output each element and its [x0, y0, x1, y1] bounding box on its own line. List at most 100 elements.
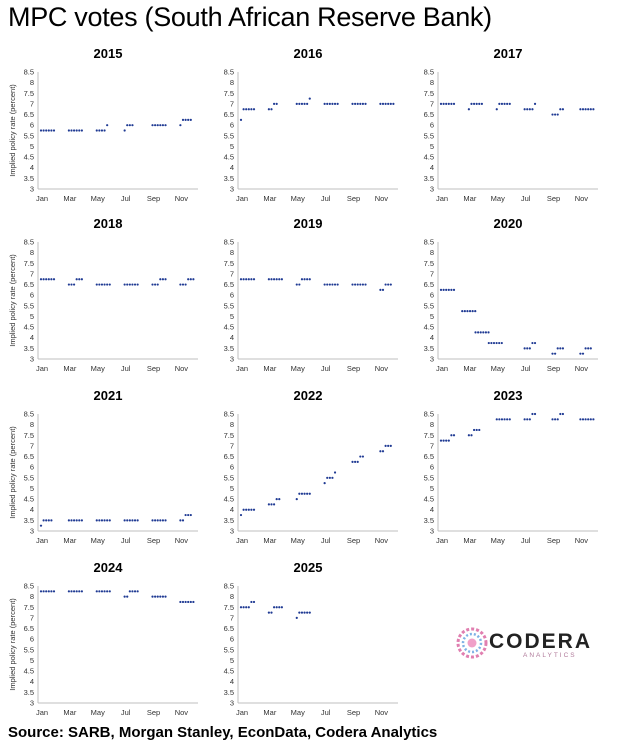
vote-dot [108, 590, 111, 593]
vote-dot [247, 108, 250, 111]
vote-dot [278, 278, 281, 281]
vote-dot [531, 412, 534, 416]
vote-dot [589, 347, 592, 350]
vote-dot [474, 310, 477, 313]
vote-dot [126, 283, 129, 286]
x-tick-label: Nov [575, 194, 589, 203]
vote-dot [187, 118, 190, 121]
vote-dot [39, 524, 43, 527]
vote-dot [252, 508, 256, 511]
x-tick-label: Nov [175, 364, 189, 373]
vote-dot [179, 519, 182, 522]
vote-dot [589, 108, 592, 111]
vote-dot [328, 283, 331, 286]
vote-dot [187, 278, 190, 281]
vote-dot [242, 508, 245, 511]
vote-dot [136, 283, 139, 286]
y-tick-label: 4.5 [24, 667, 34, 676]
y-tick-label: 4 [430, 163, 434, 172]
y-tick-label: 5 [30, 312, 34, 321]
x-tick-label: Nov [375, 194, 389, 203]
y-tick-label: 6.5 [24, 624, 34, 633]
vote-dot [467, 108, 470, 111]
vote-dot [151, 519, 154, 522]
vote-dot [242, 606, 245, 609]
x-tick-label: Sep [347, 536, 360, 545]
vote-dot [561, 347, 565, 350]
vote-dot [556, 418, 559, 421]
y-tick-label: 5.5 [224, 473, 234, 482]
vote-dot [70, 519, 73, 522]
vote-dot [331, 102, 334, 106]
y-tick-label: 6 [230, 463, 234, 472]
vote-dot [526, 108, 529, 111]
panel-title: 2017 [494, 46, 523, 61]
x-tick-label: Nov [175, 708, 189, 717]
x-tick-label: Nov [175, 194, 189, 203]
vote-dot [450, 288, 453, 291]
vote-dot [495, 341, 498, 345]
vote-dot [523, 418, 526, 421]
vote-dot [351, 283, 354, 286]
vote-dot [131, 590, 134, 593]
vote-dot [298, 611, 301, 614]
x-tick-label: Sep [347, 194, 360, 203]
y-tick-label: 5 [430, 484, 434, 493]
vote-dot [128, 283, 131, 286]
vote-dot [381, 288, 385, 291]
panel-title: 2019 [294, 216, 323, 231]
vote-dot [179, 283, 182, 286]
y-tick-label: 3 [230, 355, 234, 364]
y-tick-label: 5.5 [424, 301, 434, 310]
y-tick-label: 8 [30, 78, 34, 87]
y-tick-label: 7.5 [224, 89, 234, 98]
y-tick-label: 8 [30, 592, 34, 601]
vote-dot [298, 492, 301, 495]
vote-dot [78, 519, 81, 522]
vote-dot [450, 434, 453, 437]
vote-dot [98, 519, 101, 522]
y-tick-label: 6.5 [224, 624, 234, 633]
vote-dot [250, 600, 253, 604]
vote-dot [479, 331, 482, 334]
vote-dot [159, 595, 162, 598]
vote-dot [584, 418, 587, 421]
vote-dot [98, 129, 101, 132]
vote-dot [154, 283, 157, 286]
vote-dot [387, 283, 390, 286]
vote-dot [128, 519, 131, 522]
vote-dot [559, 412, 562, 416]
vote-dot [500, 418, 504, 421]
y-tick-label: 5 [230, 142, 234, 151]
vote-dot [452, 102, 456, 106]
vote-dot [333, 102, 337, 106]
y-tick-label: 7.5 [224, 259, 234, 268]
vote-dot [323, 283, 326, 286]
vote-dot [298, 283, 301, 286]
y-tick-label: 3 [230, 699, 234, 708]
vote-dot [39, 129, 43, 132]
vote-dot [506, 418, 509, 421]
panel-title: 2015 [94, 46, 123, 61]
y-tick-label: 4.5 [224, 667, 234, 676]
y-tick-label: 4 [230, 505, 234, 514]
vote-dot [331, 476, 334, 479]
y-tick-label: 5 [30, 142, 34, 151]
vote-dot [70, 283, 73, 286]
vote-dot [181, 600, 185, 604]
vote-dot [306, 492, 309, 495]
vote-dot [533, 341, 537, 345]
y-tick-label: 4 [30, 163, 34, 172]
y-tick-label: 3 [30, 355, 34, 364]
vote-dot [103, 129, 106, 132]
panel-title: 2020 [494, 216, 523, 231]
vote-dot [245, 606, 248, 609]
vote-dot [75, 519, 78, 522]
vote-dot [495, 418, 498, 421]
y-tick-label: 3 [230, 185, 234, 194]
vote-dot [439, 439, 443, 442]
vote-dot [306, 102, 309, 106]
y-tick-label: 5 [30, 484, 34, 493]
vote-dot [47, 519, 50, 522]
x-tick-label: Jan [436, 194, 448, 203]
